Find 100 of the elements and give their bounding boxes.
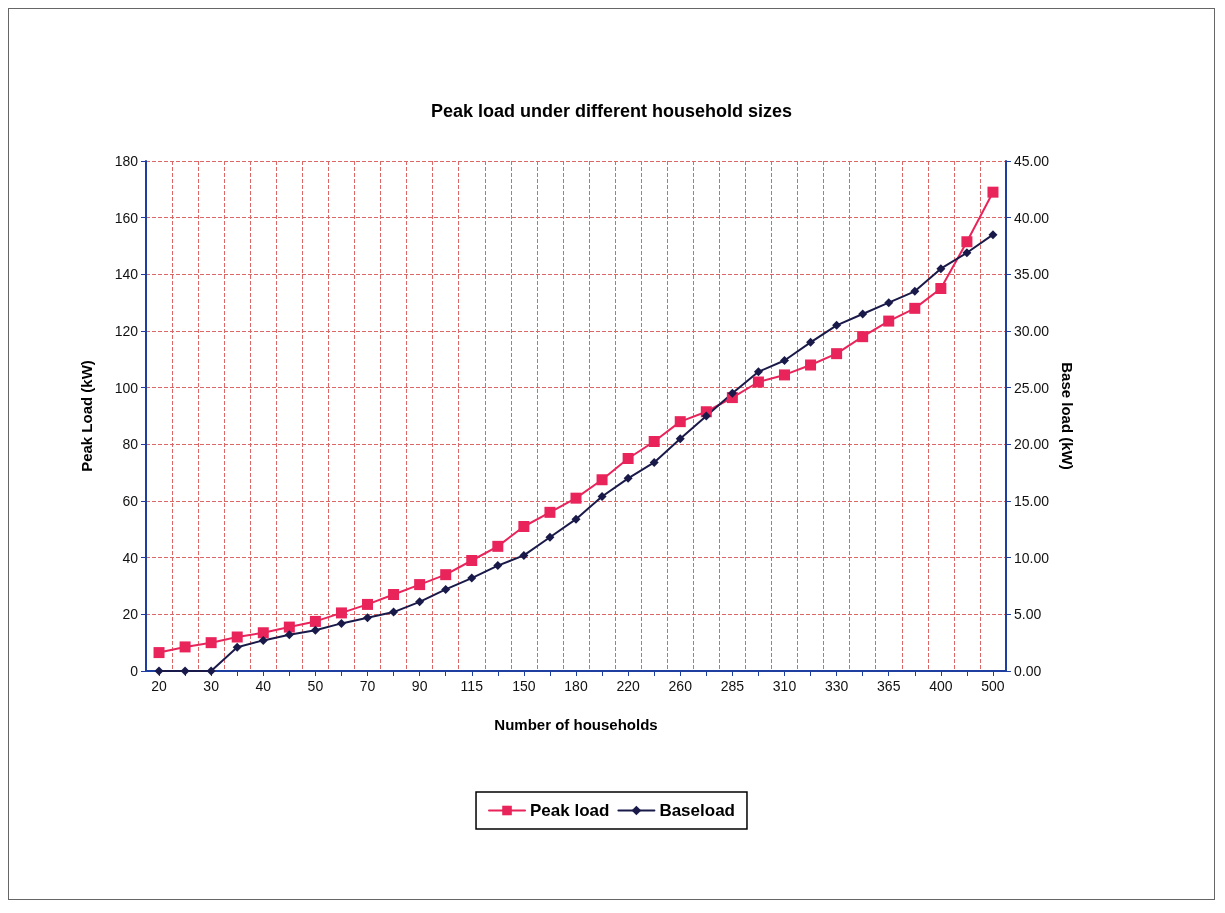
point [232, 642, 242, 652]
point [831, 348, 843, 360]
y2-axis-title: Base load (kW) [1058, 362, 1076, 470]
y-tick-label: 40 [122, 549, 139, 566]
point [805, 359, 817, 371]
y-tick-label: 80 [122, 436, 139, 453]
point [466, 555, 478, 566]
point [257, 627, 269, 639]
point [832, 320, 842, 330]
point [753, 367, 763, 377]
x-axis-title: Number of households [494, 716, 658, 733]
point [778, 369, 790, 381]
point [441, 584, 451, 594]
x-tick-label: 400 [929, 678, 953, 694]
point [806, 337, 816, 347]
x-tick-label: 365 [877, 678, 901, 694]
point [623, 473, 633, 483]
point [570, 492, 582, 504]
point [362, 598, 374, 610]
y-tick-label: 140 [114, 266, 139, 283]
x-tick-label: 285 [720, 678, 745, 694]
point [154, 666, 164, 676]
point [518, 521, 530, 532]
point [179, 641, 191, 653]
point [988, 230, 998, 240]
point [467, 573, 477, 583]
point [544, 506, 556, 518]
point [363, 613, 373, 623]
y2-tick-label: 0.00 [1014, 663, 1042, 679]
point [388, 589, 400, 600]
y2-tick-label: 10.00 [1014, 549, 1050, 566]
point [231, 631, 243, 643]
legend-label: Baseload [659, 801, 735, 820]
point [622, 453, 634, 464]
point [987, 186, 999, 198]
point [545, 532, 555, 542]
point [493, 561, 503, 571]
y-tick-label: 120 [114, 323, 139, 339]
point [571, 514, 581, 524]
x-tick-label: 180 [564, 678, 588, 694]
point [883, 315, 895, 327]
x-tick-label: 20 [151, 678, 168, 694]
point [752, 376, 764, 388]
point [206, 666, 216, 676]
point [205, 637, 217, 649]
point [675, 434, 685, 444]
point [414, 579, 426, 591]
point [153, 647, 165, 659]
y2-tick-label: 5.00 [1014, 606, 1042, 623]
point [310, 625, 320, 635]
y2-tick-label: 25.00 [1014, 379, 1050, 396]
point [884, 298, 894, 308]
x-tick-label: 310 [772, 678, 797, 694]
y-tick-label: 100 [114, 379, 139, 396]
y2-tick-label: 30.00 [1014, 323, 1050, 339]
point [727, 388, 737, 398]
point [962, 248, 972, 258]
point [961, 236, 973, 248]
point [858, 309, 868, 319]
point [440, 569, 452, 581]
point [389, 607, 399, 617]
point [284, 630, 294, 640]
x-tick-label: 40 [255, 678, 272, 694]
y2-tick-label: 35.00 [1014, 266, 1050, 283]
x-tick-label: 90 [411, 678, 428, 694]
point [674, 416, 686, 428]
y2-tick-label: 40.00 [1014, 209, 1050, 226]
chart-title: Peak load under different household sizes [430, 101, 793, 121]
x-tick-label: 260 [668, 678, 693, 694]
point [283, 621, 295, 633]
y-axis-title: Peak Load (kW) [78, 360, 95, 472]
y-tick-label: 160 [114, 209, 139, 226]
point [857, 331, 869, 343]
point [910, 286, 920, 296]
point [180, 666, 190, 676]
point [935, 283, 947, 294]
y2-tick-label: 15.00 [1014, 493, 1050, 509]
point [492, 540, 504, 552]
x-tick-label: 150 [512, 678, 536, 694]
point [936, 264, 946, 274]
y-tick-label: 60 [122, 493, 139, 509]
x-tick-label: 500 [981, 678, 1005, 694]
point [258, 635, 268, 645]
x-tick-label: 30 [203, 678, 220, 694]
point [336, 618, 346, 628]
point [909, 302, 921, 314]
x-tick-label: 220 [616, 678, 641, 694]
x-tick-label: 115 [460, 678, 484, 694]
point [649, 457, 659, 467]
y-tick-label: 20 [122, 606, 139, 623]
x-tick-label: 70 [359, 678, 376, 694]
point [779, 355, 789, 365]
y2-tick-label: 45.00 [1014, 153, 1050, 169]
point [701, 411, 711, 421]
point [415, 597, 425, 607]
point [519, 550, 529, 560]
x-tick-label: 330 [824, 678, 849, 694]
y2-tick-label: 20.00 [1014, 436, 1050, 453]
point [309, 615, 321, 627]
y-tick-label: 0 [130, 663, 139, 679]
